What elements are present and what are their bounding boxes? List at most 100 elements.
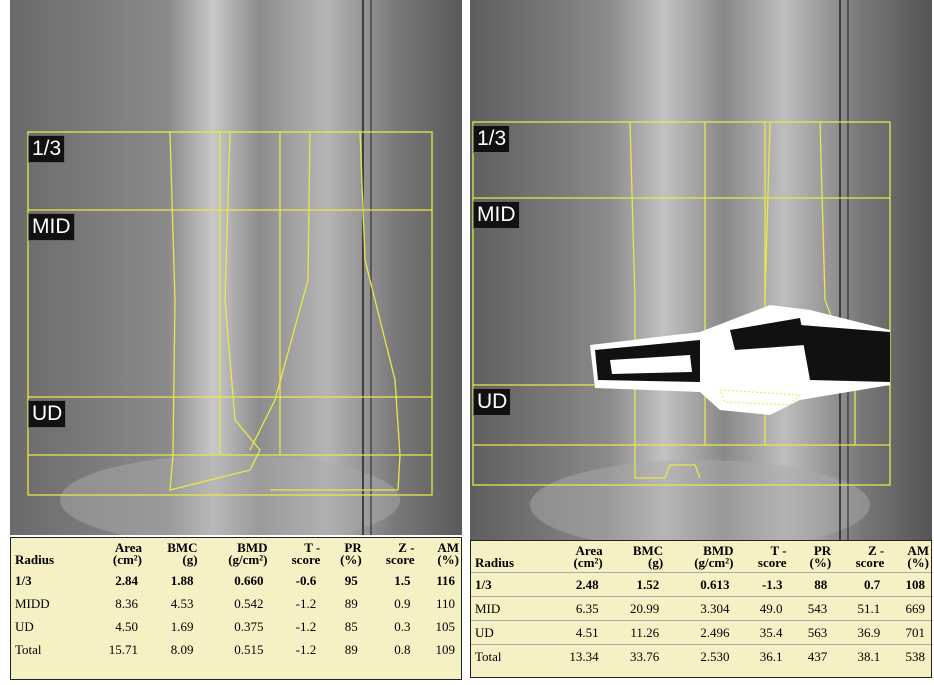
cell: 49.0	[735, 596, 789, 621]
header-cell: BMD (g/cm²)	[665, 541, 735, 573]
cell: 15.71	[108, 641, 139, 657]
cell: 0.375	[234, 618, 264, 634]
row: MID 6.35 20.99 3.304 49.0 543 51.1 669	[471, 596, 931, 621]
roi-label: MID	[473, 201, 520, 229]
cell: 4.51	[544, 620, 605, 645]
cell: 38.1	[833, 644, 887, 668]
header-line: score	[291, 552, 321, 567]
header-cell: Radius	[471, 541, 544, 573]
cell: 0.515	[234, 641, 264, 657]
header-cell: AM (%)	[886, 541, 931, 573]
cell: 6.35	[544, 596, 605, 621]
cell: MIDD	[15, 595, 50, 611]
header-cell: PR (%)	[789, 541, 834, 573]
cell: 105	[435, 618, 456, 634]
roi-label: UD	[473, 388, 512, 416]
cell: 85	[344, 618, 358, 634]
cell: 51.1	[833, 596, 887, 621]
cell: 33.76	[604, 644, 666, 668]
cell: 0.9	[394, 595, 411, 611]
header-cell: T - score	[270, 538, 323, 569]
header-line: Radius	[475, 555, 515, 570]
table: Radius Area (cm²) BMC (g) BMD (g/cm²) T - score P…	[471, 541, 931, 668]
header-cell: Area (cm²)	[544, 541, 605, 573]
cell: 13.34	[544, 644, 605, 668]
cell: 1/3	[471, 572, 545, 597]
cell: -0.6	[295, 572, 317, 588]
header-cell: Radius	[11, 538, 84, 569]
cell: 11.26	[604, 620, 666, 645]
cell: 2.496	[665, 620, 736, 645]
xray-right	[470, 0, 932, 540]
header-cell: PR (%)	[322, 538, 364, 569]
cell: 1.88	[170, 572, 194, 588]
header-line: score	[385, 552, 415, 567]
header-row: Radius Area (cm²) BMC (g) BMD (g/cm²) T - score P…	[11, 538, 461, 569]
cell: 701	[886, 620, 931, 645]
header-line: T -	[304, 540, 321, 555]
header-line: Z -	[398, 540, 415, 555]
row: Total 15.71 8.09 0.515 -1.2 89 0.8 109	[11, 638, 461, 661]
cell: -1.3	[735, 572, 789, 597]
header-line: BMD	[237, 540, 268, 555]
header-line: score	[757, 555, 787, 570]
header-line: T -	[770, 543, 787, 558]
cell: 95	[344, 572, 358, 588]
header-cell: BMD (g/cm²)	[200, 538, 270, 569]
cell: 0.613	[665, 572, 736, 597]
row: 1/3 2.48 1.52 0.613 -1.3 88 0.7 108	[471, 572, 931, 597]
results-table: Radius Area (cm²) BMC (g) BMD (g/cm²) T - score P…	[10, 537, 462, 680]
header-line: Z -	[867, 543, 885, 558]
cell: UD	[15, 618, 34, 634]
cell: 8.09	[170, 641, 194, 657]
cell: Total	[471, 644, 545, 668]
header-line: Area	[114, 540, 143, 555]
cell: 89	[344, 595, 358, 611]
header-line: Area	[575, 543, 603, 558]
cell: MID	[471, 596, 545, 621]
header-line: score	[855, 555, 885, 570]
cell: 36.1	[735, 644, 789, 668]
cell: 0.542	[234, 595, 264, 611]
header-line: Radius	[15, 552, 55, 567]
cell: 669	[886, 596, 931, 621]
cell: 437	[788, 644, 834, 668]
cell: 116	[436, 572, 455, 588]
header-cell: Z - score	[364, 538, 417, 569]
cell: -1.2	[295, 641, 317, 657]
header-line: (%)	[340, 552, 362, 567]
cell: 1.5	[394, 572, 411, 588]
cell: 0.8	[394, 641, 411, 657]
header-line: BMD	[703, 543, 734, 558]
cell: 89	[344, 641, 358, 657]
cell: 110	[435, 595, 455, 611]
row: UD 4.51 11.26 2.496 35.4 563 36.9 701	[471, 620, 931, 645]
cell: Total	[15, 641, 42, 657]
header-cell: BMC (g)	[605, 541, 666, 573]
cell: 1/3	[15, 572, 32, 588]
header-line: (g)	[182, 552, 198, 567]
header-line: BMC	[632, 543, 664, 558]
header-cell: Z - score	[833, 541, 886, 573]
cell: -1.2	[295, 618, 317, 634]
cell: 20.99	[604, 596, 666, 621]
cell: 108	[886, 572, 931, 597]
header-line: PR	[813, 543, 832, 558]
cell: 0.660	[234, 572, 264, 588]
cell: 0.3	[394, 618, 411, 634]
header-line: (%)	[437, 552, 459, 567]
cell: 109	[435, 641, 456, 657]
cell: 1.52	[604, 572, 666, 597]
header-line: (cm²)	[112, 552, 143, 567]
row: UD 4.50 1.69 0.375 -1.2 85 0.3 105	[11, 615, 461, 638]
cell: 8.36	[115, 595, 139, 611]
header-line: (g)	[648, 555, 664, 570]
cell: 3.304	[665, 596, 736, 621]
left-panel: 1/3 MID UD Radius Area (cm²) BMC (g) BMD (g/cm²) T…	[10, 0, 462, 685]
cell: 88	[788, 572, 834, 597]
header-line: BMC	[167, 540, 198, 555]
header-line: (cm²)	[573, 555, 603, 570]
header-line: (%)	[809, 555, 832, 570]
cell: UD	[471, 620, 545, 645]
